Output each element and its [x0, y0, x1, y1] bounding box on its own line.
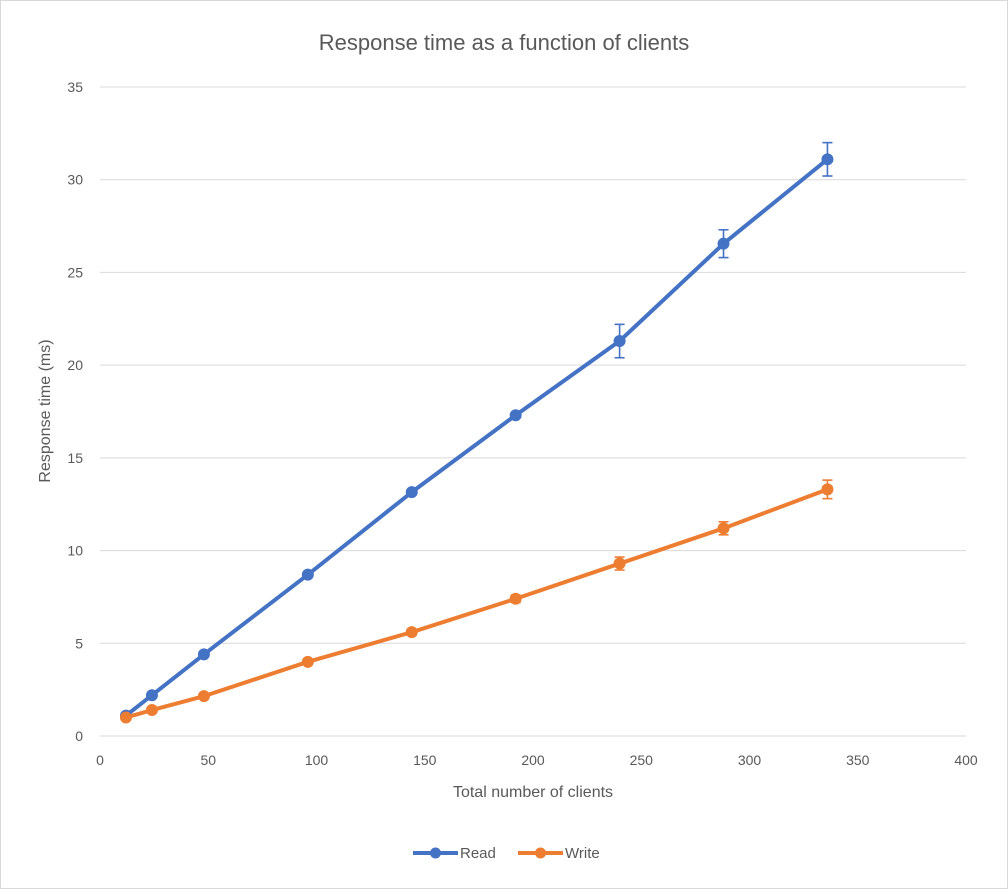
y-tick-label: 0	[75, 728, 83, 744]
data-point	[613, 335, 626, 348]
x-tick-label: 300	[738, 752, 762, 768]
y-tick-label: 20	[67, 357, 83, 373]
data-point	[405, 626, 418, 639]
y-axis-ticks: 0 5 10 15 20 25 30 35	[67, 79, 83, 744]
x-axis-ticks: 0 50 100 150 200 250 300 350 400	[96, 752, 978, 768]
data-point	[821, 483, 834, 496]
series-group	[119, 141, 834, 724]
data-point	[145, 704, 158, 717]
data-point	[197, 690, 210, 703]
x-tick-label: 50	[200, 752, 216, 768]
data-point	[509, 592, 522, 605]
y-tick-label: 10	[67, 543, 83, 559]
data-point	[509, 409, 522, 422]
y-tick-label: 30	[67, 172, 83, 188]
data-point	[197, 648, 210, 661]
data-point	[717, 237, 730, 250]
legend-swatch-marker	[535, 847, 546, 859]
legend-label: Write	[565, 845, 600, 862]
data-point	[145, 689, 158, 702]
legend-item-write: Write	[518, 845, 600, 862]
data-point	[821, 153, 834, 166]
y-tick-label: 5	[75, 635, 83, 651]
legend-label: Read	[460, 845, 496, 862]
series-read	[119, 141, 834, 722]
y-tick-label: 35	[67, 79, 83, 95]
x-tick-label: 400	[954, 752, 978, 768]
x-axis-title: Total number of clients	[453, 784, 613, 801]
x-tick-label: 350	[846, 752, 870, 768]
x-tick-label: 100	[305, 752, 329, 768]
data-point	[613, 557, 626, 570]
y-tick-label: 25	[67, 264, 83, 280]
data-point	[301, 568, 314, 581]
legend-item-read: Read	[413, 845, 496, 862]
data-point	[301, 655, 314, 668]
chart-title: Response time as a function of clients	[319, 30, 690, 55]
data-point	[119, 711, 132, 724]
series-write	[119, 479, 834, 724]
legend-swatch-marker	[430, 847, 441, 859]
data-point	[405, 486, 418, 499]
x-tick-label: 250	[630, 752, 654, 768]
gridlines	[100, 86, 966, 737]
x-tick-label: 150	[413, 752, 437, 768]
x-tick-label: 200	[521, 752, 545, 768]
legend: Read Write	[413, 845, 600, 862]
data-point	[717, 522, 730, 535]
x-tick-label: 0	[96, 752, 104, 768]
y-tick-label: 15	[67, 450, 83, 466]
y-axis-title: Response time (ms)	[37, 339, 54, 482]
